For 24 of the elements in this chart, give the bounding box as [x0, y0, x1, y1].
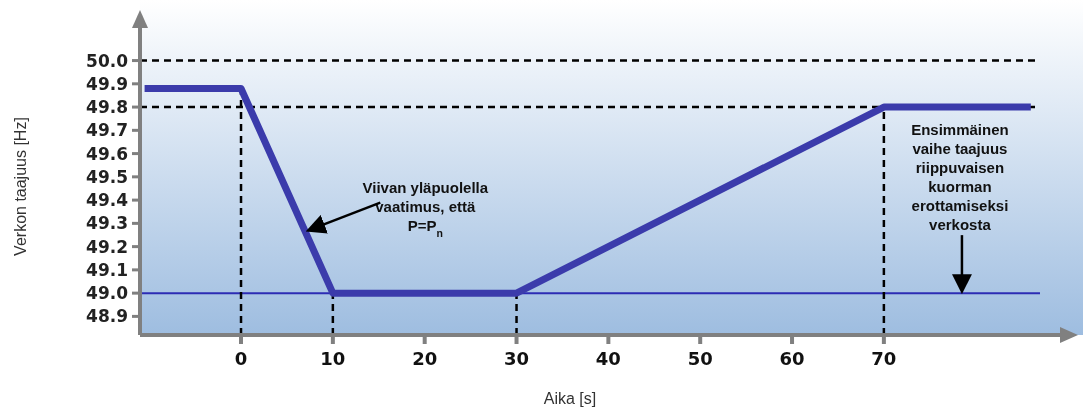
- y-tick-label: 49.0: [86, 283, 129, 304]
- x-tick-label: 40: [595, 348, 621, 369]
- y-tick-label: 49.8: [86, 97, 128, 118]
- x-axis-title: Aika [s]: [543, 390, 597, 407]
- x-tick-label: 70: [871, 348, 897, 369]
- x-tick-label: 20: [412, 348, 438, 369]
- y-tick-label: 49.6: [86, 143, 128, 164]
- y-tick-label: 49.9: [86, 73, 128, 94]
- annotation: Ensimmäinen vaihe taajuus riippuvaisen kuorman erottamiseksi verkosta: [911, 121, 1009, 234]
- y-tick-label: 49.5: [86, 166, 128, 187]
- x-tick-label: 30: [504, 348, 530, 369]
- y-axis-title: Verkon taajuus [Hz]: [12, 117, 29, 256]
- x-tick-label: 0: [234, 348, 248, 369]
- x-tick-label: 10: [320, 348, 346, 369]
- x-tick-label: 60: [779, 348, 805, 369]
- x-tick-label: 50: [687, 348, 713, 369]
- y-tick-label: 48.9: [86, 306, 128, 327]
- y-tick-label: 49.2: [86, 236, 128, 257]
- y-tick-label: 49.7: [86, 120, 128, 141]
- annotation: Viivan yläpuolella vaatimus, että P=P$_{n}$: [362, 178, 489, 239]
- y-tick-label: 49.4: [86, 190, 129, 211]
- y-tick-label: 49.3: [86, 213, 128, 234]
- y-tick-label: 50.0: [86, 50, 129, 71]
- y-tick-label: 49.1: [86, 259, 128, 280]
